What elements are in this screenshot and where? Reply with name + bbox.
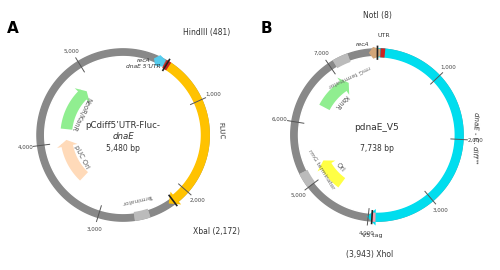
Text: V5 tag: V5 tag — [362, 232, 383, 238]
Polygon shape — [380, 48, 386, 58]
Polygon shape — [320, 80, 348, 110]
Text: NotI (8): NotI (8) — [363, 11, 392, 20]
Polygon shape — [164, 62, 209, 204]
Text: dnaE - C. diff™: dnaE - C. diff™ — [471, 112, 478, 165]
Polygon shape — [154, 56, 165, 66]
Text: Terminator: Terminator — [122, 193, 154, 205]
Text: 3,000: 3,000 — [433, 208, 449, 213]
Text: 1,000: 1,000 — [440, 65, 456, 70]
Polygon shape — [371, 212, 376, 222]
Text: 4,000: 4,000 — [358, 231, 374, 236]
Polygon shape — [372, 49, 463, 221]
Text: 6,000: 6,000 — [272, 117, 287, 122]
Text: rmG terminator: rmG terminator — [307, 149, 336, 190]
Text: rmG terminator: rmG terminator — [328, 64, 370, 88]
Polygon shape — [300, 170, 315, 187]
Polygon shape — [74, 88, 90, 103]
Polygon shape — [298, 57, 456, 213]
Polygon shape — [164, 61, 210, 204]
Text: 5,000: 5,000 — [64, 48, 80, 53]
Text: 2,000: 2,000 — [190, 198, 205, 203]
Polygon shape — [61, 143, 88, 181]
Polygon shape — [44, 57, 202, 213]
Text: UTR: UTR — [378, 33, 390, 38]
Polygon shape — [318, 160, 336, 171]
Text: 5,480 bp: 5,480 bp — [106, 144, 140, 153]
Polygon shape — [332, 53, 350, 68]
Polygon shape — [134, 209, 150, 221]
Polygon shape — [291, 49, 463, 221]
Text: A: A — [7, 21, 18, 36]
Polygon shape — [37, 49, 209, 221]
Polygon shape — [372, 48, 464, 222]
Polygon shape — [320, 161, 345, 187]
Text: 4,000: 4,000 — [18, 145, 33, 150]
Polygon shape — [338, 77, 349, 95]
Text: FLUC: FLUC — [218, 121, 224, 139]
Text: 5,000: 5,000 — [290, 193, 306, 197]
Polygon shape — [168, 192, 181, 204]
Polygon shape — [60, 89, 88, 130]
Text: 1,000: 1,000 — [205, 92, 221, 97]
Text: pUC Ori: pUC Ori — [72, 144, 90, 170]
Text: recA: recA — [356, 42, 370, 47]
Text: 7,000: 7,000 — [314, 51, 329, 56]
Polygon shape — [367, 209, 376, 225]
Text: XbaI (2,172): XbaI (2,172) — [193, 227, 240, 236]
Text: HindIII (481): HindIII (481) — [184, 28, 230, 37]
Polygon shape — [162, 60, 171, 70]
Polygon shape — [300, 170, 314, 187]
Polygon shape — [370, 48, 380, 58]
Text: recA
dnaE 5’UTR: recA dnaE 5’UTR — [126, 58, 161, 69]
Polygon shape — [333, 54, 350, 68]
Polygon shape — [134, 210, 150, 220]
Text: Ori: Ori — [335, 161, 346, 173]
Text: B: B — [261, 21, 272, 36]
Text: NeoR/KanR: NeoR/KanR — [70, 96, 92, 132]
Text: pCdiff5’UTR-Fluc-: pCdiff5’UTR-Fluc- — [86, 121, 160, 130]
Text: pdnaE_V5: pdnaE_V5 — [354, 123, 400, 132]
Text: dnaE: dnaE — [112, 132, 134, 141]
Text: 3,000: 3,000 — [86, 227, 102, 232]
Text: 7,738 bp: 7,738 bp — [360, 144, 394, 153]
Text: 2,000: 2,000 — [468, 138, 483, 143]
Text: KanR: KanR — [334, 94, 349, 110]
Polygon shape — [57, 140, 78, 148]
Text: (3,943) XhoI: (3,943) XhoI — [346, 250, 394, 259]
